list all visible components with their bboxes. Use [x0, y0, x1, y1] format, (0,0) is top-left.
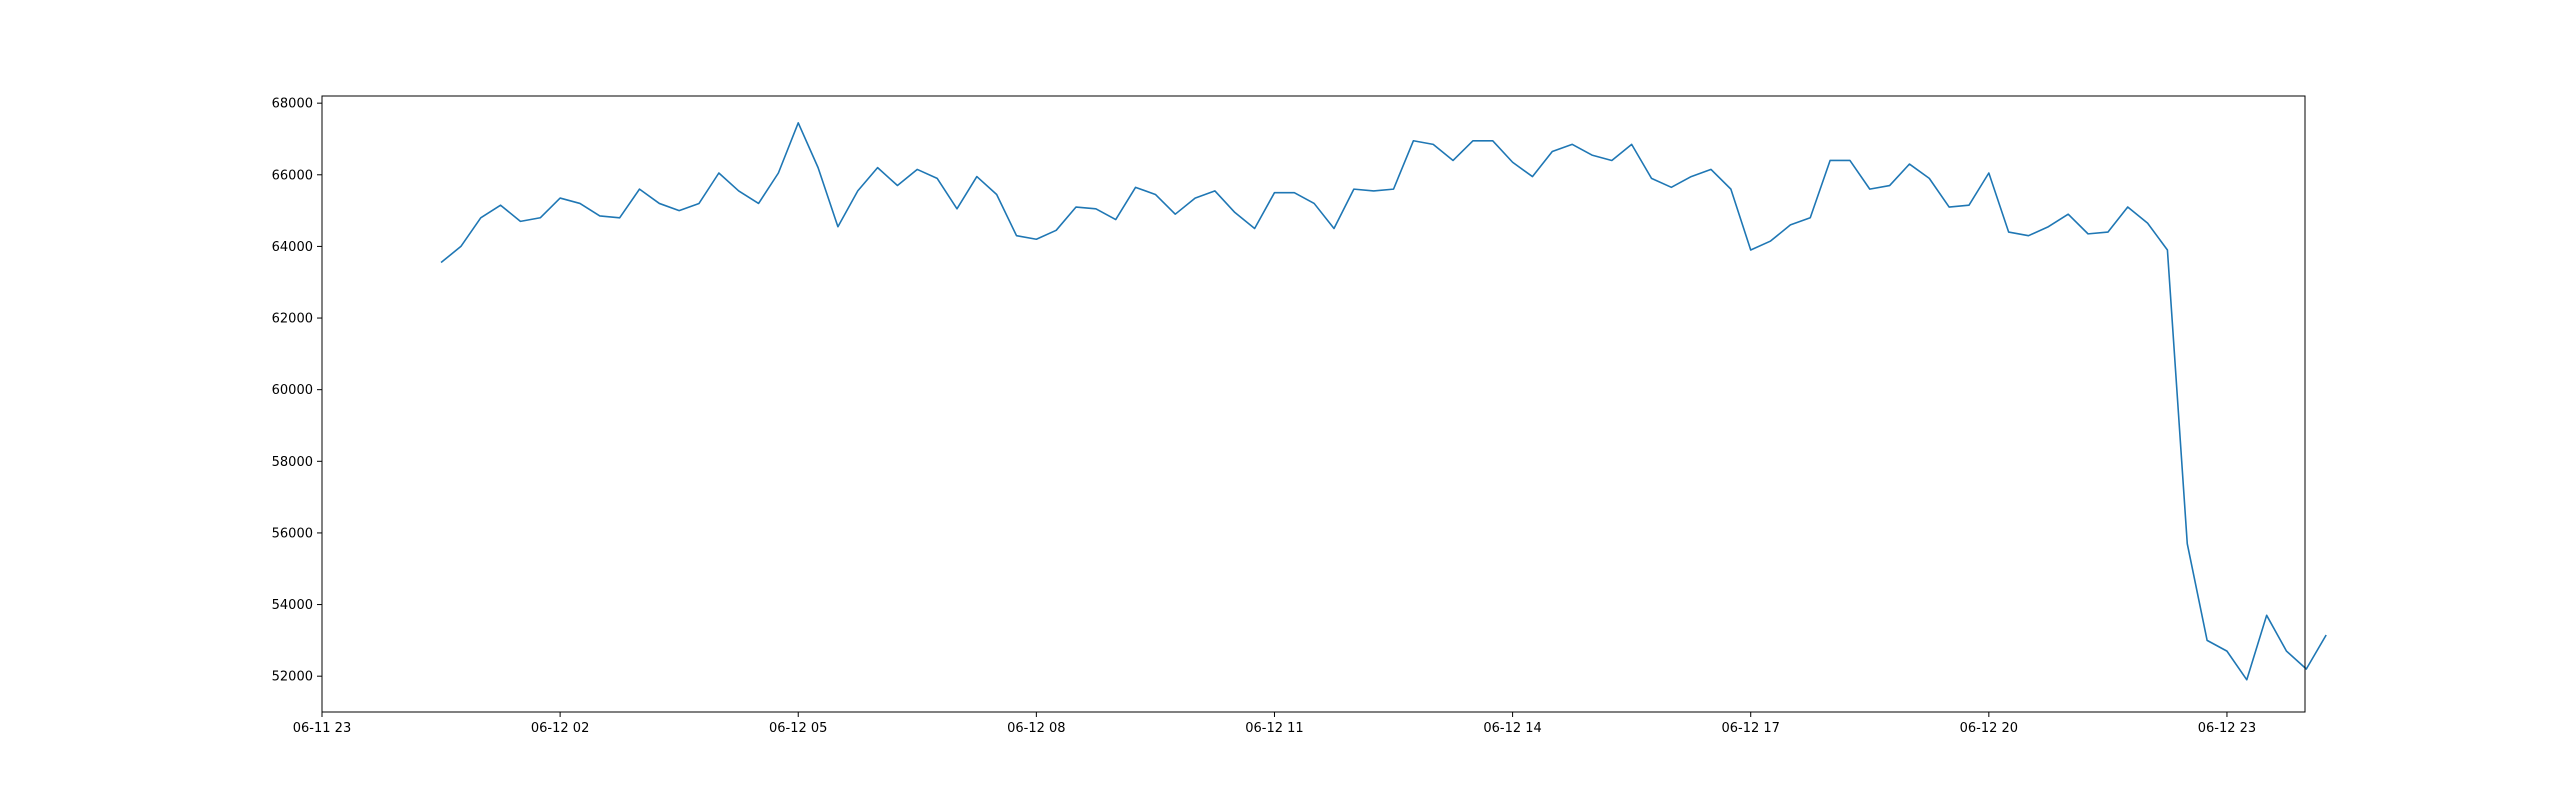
x-tick-label: 06-12 14	[1483, 721, 1541, 736]
x-tick-label: 06-12 08	[1007, 721, 1065, 736]
y-tick-label: 60000	[272, 383, 313, 398]
y-tick-label: 56000	[272, 526, 313, 541]
y-axis: 52000 54000 56000 58000 60000 62000 64000 66000…	[272, 97, 322, 685]
x-tick-label: 06-12 02	[531, 721, 589, 736]
y-tick-label: 58000	[272, 455, 313, 470]
x-tick-label: 06-12 23	[2198, 721, 2256, 736]
x-tick-label: 06-11 23	[293, 721, 351, 736]
x-tick-label: 06-12 11	[1245, 721, 1303, 736]
y-tick-label: 66000	[272, 168, 313, 183]
y-tick-label: 54000	[272, 598, 313, 613]
x-tick-label: 06-12 05	[769, 721, 827, 736]
series-line-0	[440, 122, 2327, 681]
x-tick-label: 06-12 20	[1960, 721, 2018, 736]
y-tick-label: 62000	[272, 312, 313, 327]
x-tick-label: 06-12 17	[1721, 721, 1779, 736]
plot-area-frame	[321, 95, 2306, 713]
x-axis: 06-11 23 06-12 02 06-12 05 06-12 08 06-12 11…	[293, 712, 2256, 736]
y-tick-label: 52000	[272, 670, 313, 685]
y-tick-label: 64000	[272, 240, 313, 255]
plot-lines-layer	[440, 122, 2327, 681]
y-tick-label: 68000	[272, 97, 313, 112]
